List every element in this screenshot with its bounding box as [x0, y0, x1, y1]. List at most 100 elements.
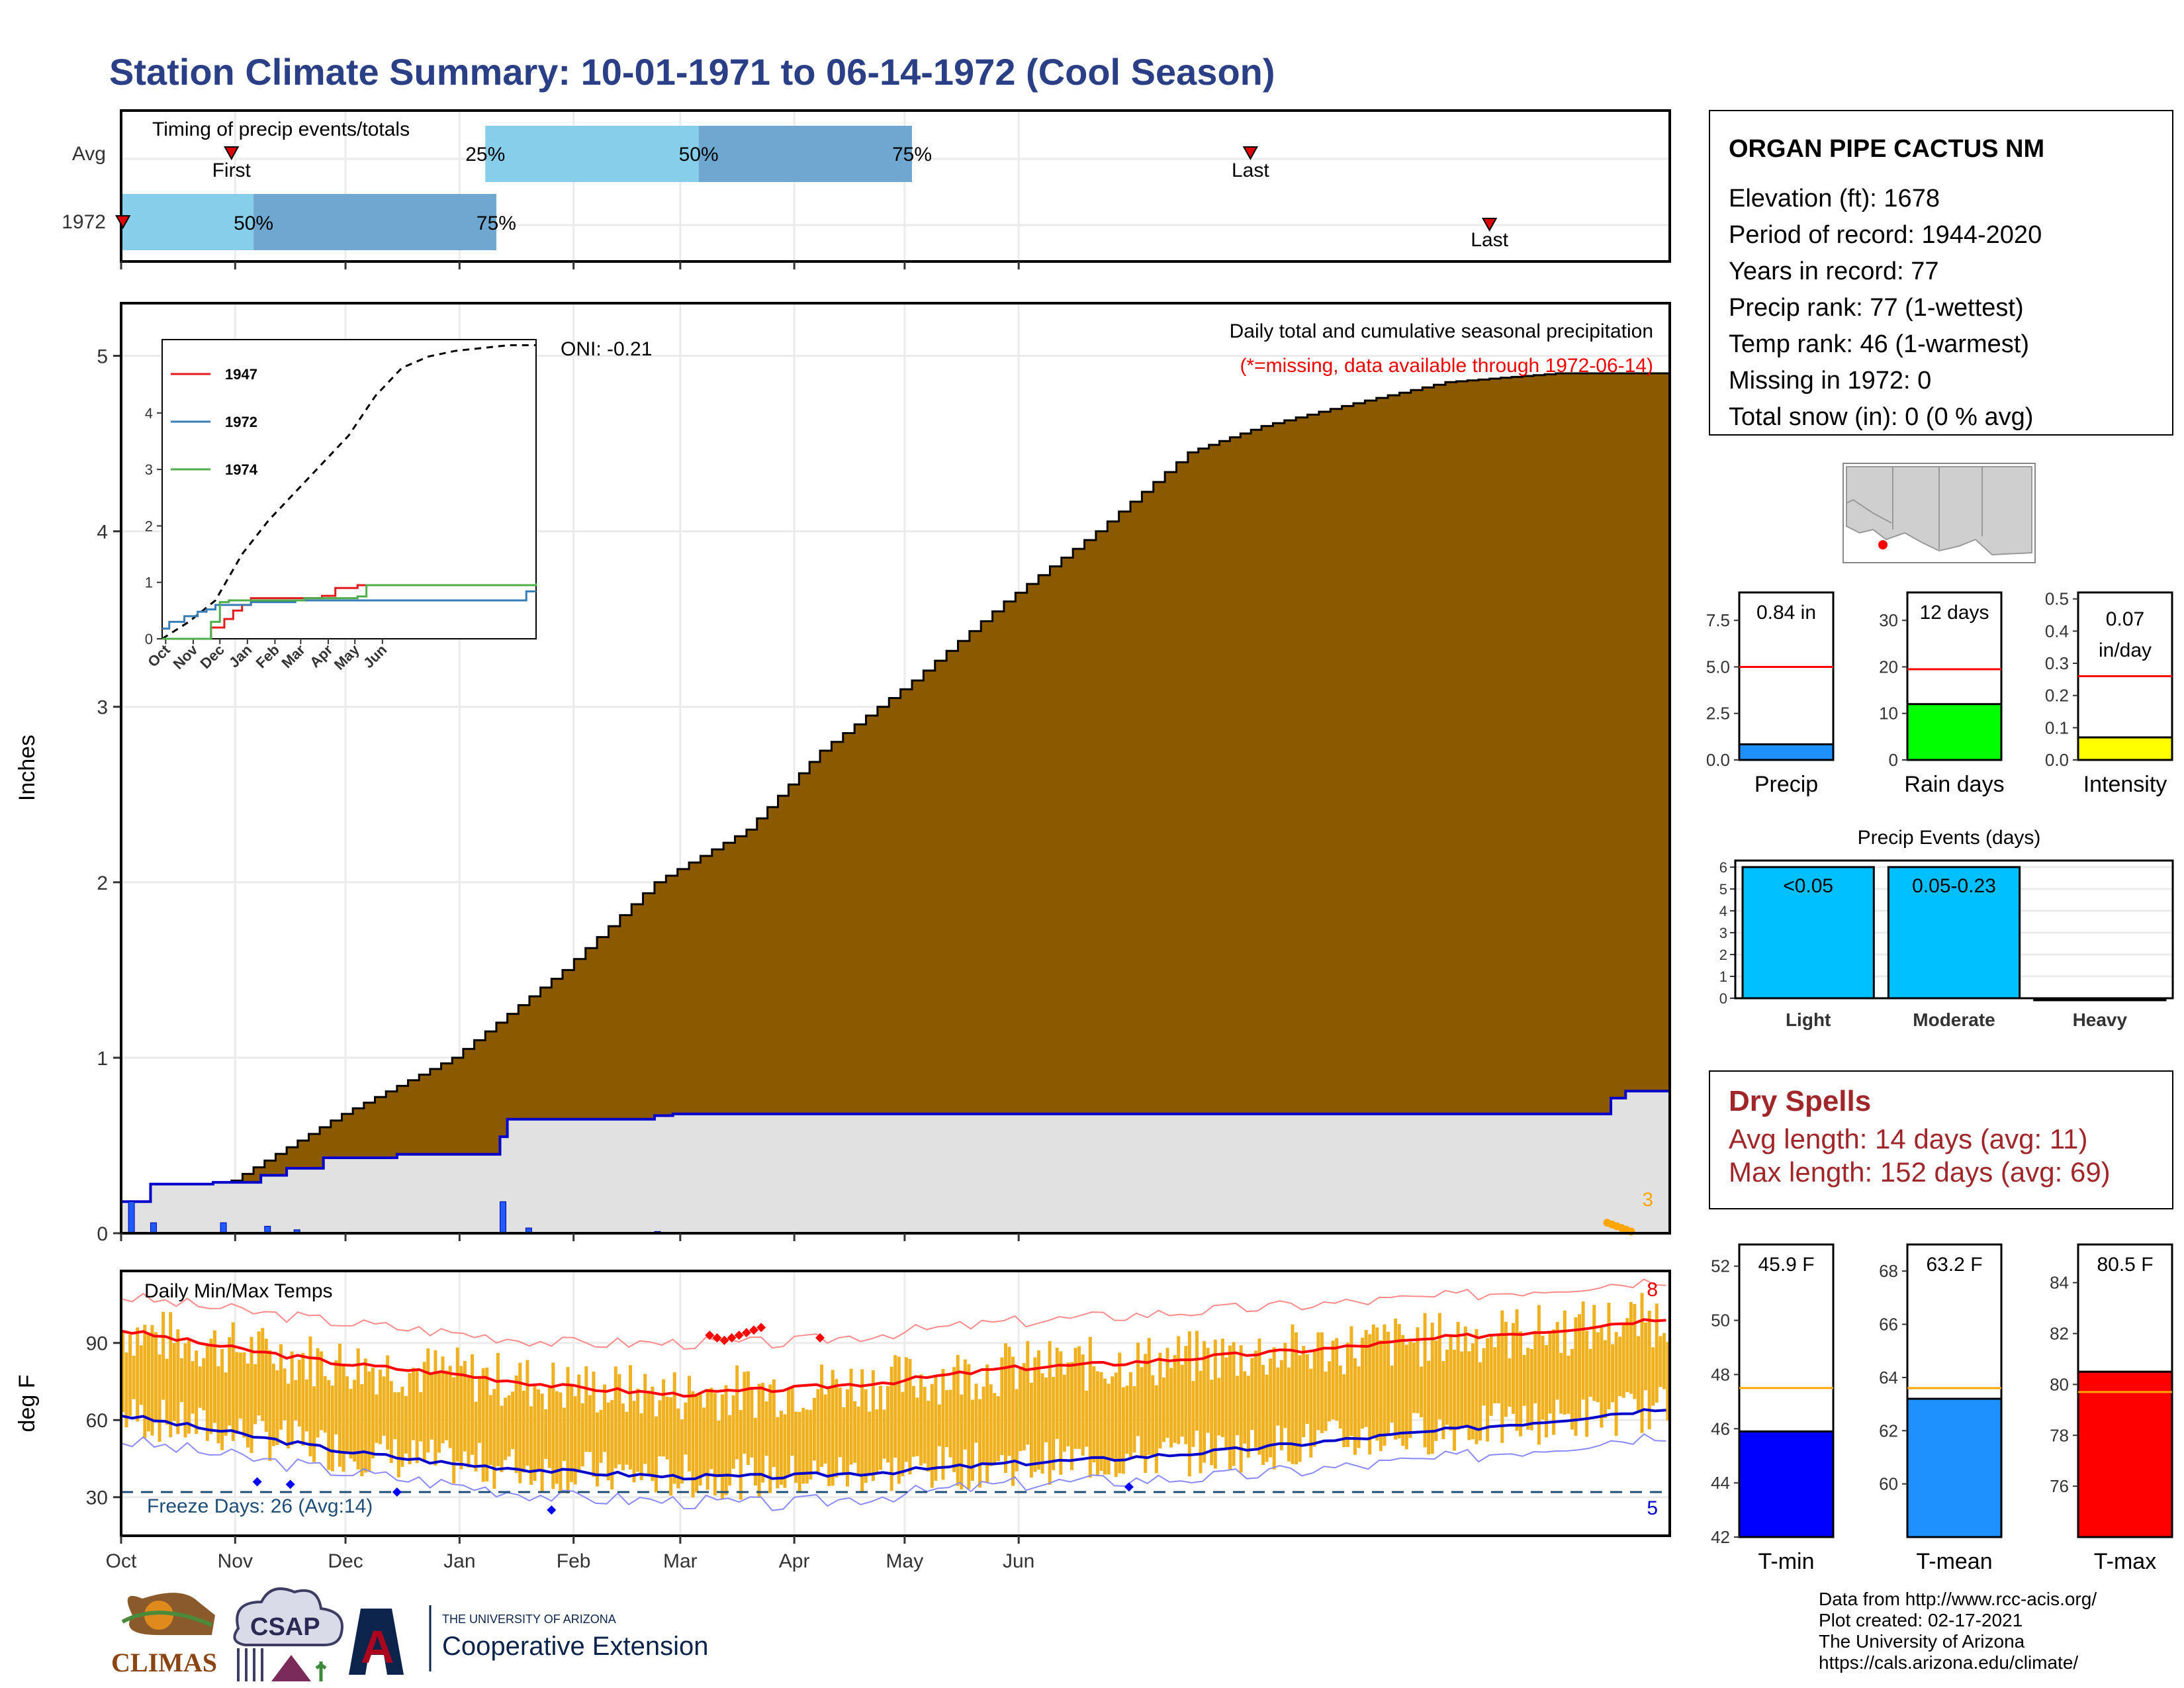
mini-intensity-y-tick-label: 0.2	[2045, 686, 2069, 706]
daily-temp-range-bar	[496, 1352, 500, 1466]
daily-temp-range-bar	[1015, 1389, 1019, 1472]
daily-temp-range-bar	[1511, 1323, 1515, 1414]
station-info-box: ORGAN PIPE CACTUS NM Elevation (ft): 167…	[1709, 110, 2173, 436]
month-tick-label: Mar	[663, 1550, 698, 1572]
daily-temp-range-bar	[588, 1395, 592, 1452]
daily-temp-range-bar	[974, 1383, 978, 1443]
temps-y-tick-label: 30	[86, 1487, 108, 1509]
daily-temp-range-bar	[658, 1400, 662, 1457]
record-low-marker-icon	[252, 1477, 262, 1487]
daily-temp-range-bar	[599, 1409, 603, 1463]
daily-temp-range-bar	[1187, 1331, 1191, 1477]
daily-temp-range-bar	[1140, 1367, 1144, 1457]
daily-temp-range-bar	[367, 1371, 371, 1472]
daily-temp-range-bar	[356, 1348, 360, 1470]
daily-temp-range-bar	[301, 1352, 305, 1446]
daily-temp-range-bar	[312, 1386, 316, 1462]
month-tick-label: Dec	[328, 1550, 363, 1572]
daily-temp-range-bar	[404, 1395, 408, 1454]
daily-temp-range-bar	[1401, 1335, 1405, 1446]
daily-temp-range-bar	[1000, 1357, 1004, 1456]
daily-temp-range-bar	[1596, 1332, 1600, 1403]
daily-temp-range-bar	[1062, 1374, 1066, 1452]
daily-temp-range-bar	[1118, 1352, 1122, 1474]
daily-temp-range-bar	[1210, 1380, 1214, 1466]
mini-intensity: 0.0 0.1 0.2 0.3 0.4 0.5 0.07 in/day Intensity	[2045, 589, 2173, 797]
missing-count: 3	[1642, 1189, 1653, 1211]
record-low-marker-icon	[547, 1505, 557, 1515]
daily-temp-range-bar	[948, 1389, 952, 1458]
precip-y-tick-label: 3	[97, 697, 108, 719]
daily-temp-range-bar	[1103, 1378, 1107, 1475]
daily-temp-range-bar	[257, 1331, 261, 1416]
station-elevation: Elevation (ft): 1678	[1729, 185, 1940, 212]
mini-intensity-value-bar	[2077, 736, 2173, 761]
daily-temp-range-bar	[805, 1409, 809, 1484]
daily-temp-range-bar	[1519, 1331, 1523, 1436]
daily-temp-range-bar	[216, 1366, 220, 1444]
daily-temp-range-bar	[816, 1389, 820, 1475]
avg-max-temp-line	[120, 1318, 1666, 1398]
mini-tmin-value-label: 45.9 F	[1758, 1254, 1814, 1276]
daily-temp-range-bar	[856, 1406, 860, 1476]
daily-temp-range-bar	[967, 1364, 971, 1489]
daily-temp-range-bar	[537, 1389, 541, 1470]
month-tick-label: Oct	[106, 1550, 137, 1572]
events-y-tick-label: 5	[1719, 881, 1727, 898]
csap-logo: CSAP	[233, 1587, 343, 1681]
month-tick-label: Nov	[218, 1550, 253, 1572]
daily-temp-range-bar	[1272, 1347, 1276, 1470]
mini-intensity-y-tick-label: 0.1	[2045, 718, 2069, 737]
events-y-tick-label: 1	[1719, 968, 1727, 985]
daily-temp-range-bar	[264, 1338, 268, 1432]
daily-temp-range-bar	[1408, 1342, 1412, 1438]
daily-temp-range-bar	[1328, 1361, 1332, 1422]
events-bar-label: 0.05-0.23	[1912, 875, 1996, 897]
inset-month-label: Mar	[279, 641, 309, 672]
daily-temp-range-bar	[555, 1391, 559, 1484]
year-75-label: 75%	[477, 212, 516, 234]
daily-temp-range-bar	[647, 1391, 651, 1474]
daily-precip-bar	[499, 1201, 506, 1234]
daily-temp-range-bar	[838, 1387, 842, 1458]
daily-temp-range-bar	[481, 1368, 485, 1482]
daily-temp-range-bar	[1261, 1364, 1265, 1465]
daily-temp-range-bar	[1647, 1311, 1651, 1430]
daily-temp-range-bar	[1441, 1361, 1445, 1440]
daily-temp-range-bar	[474, 1401, 478, 1472]
precip-y-tick-label: 1	[97, 1048, 108, 1070]
daily-temp-range-bar	[963, 1359, 967, 1450]
daily-temp-range-bar	[904, 1357, 908, 1462]
daily-temp-range-bar	[1232, 1342, 1236, 1466]
mini-intensity-value-label-1: 0.07	[2106, 608, 2144, 630]
daily-temp-range-bar	[853, 1401, 857, 1463]
daily-temp-range-bar	[250, 1336, 253, 1453]
daily-temp-range-bar	[559, 1392, 563, 1493]
station-temp-rank: Temp rank: 46 (1-warmest)	[1729, 330, 2029, 358]
mini-tmin-y-tick-label: 44	[1711, 1473, 1730, 1493]
daily-temp-range-bar	[1095, 1371, 1099, 1476]
daily-temp-range-bar	[842, 1407, 846, 1474]
daily-temp-range-bar	[1387, 1331, 1390, 1434]
page-title: Station Climate Summary: 10-01-1971 to 0…	[109, 51, 1275, 93]
events-bar-light	[1741, 866, 1875, 1000]
daily-temp-range-bar	[1581, 1301, 1585, 1400]
daily-temp-range-bar	[396, 1392, 400, 1477]
inset-series-1972-line	[162, 590, 536, 630]
daily-temp-range-bar	[1607, 1303, 1611, 1409]
daily-temp-range-bar	[1291, 1324, 1295, 1464]
daily-temp-range-bar	[1412, 1342, 1416, 1413]
daily-temp-range-bar	[488, 1395, 492, 1466]
daily-temp-range-bar	[345, 1376, 349, 1452]
daily-temp-range-bar	[1437, 1313, 1441, 1419]
inset-month-label: Jun	[360, 641, 390, 671]
daily-temp-range-bar	[1036, 1350, 1040, 1470]
locator-map	[1843, 463, 2036, 563]
daily-temp-range-bar	[1353, 1358, 1357, 1455]
daily-temp-range-bar	[1279, 1360, 1283, 1450]
year-last-label: Last	[1471, 229, 1508, 251]
station-years: Years in record: 77	[1729, 258, 1939, 285]
daily-temp-range-bar	[1019, 1368, 1023, 1452]
daily-temp-range-bar	[610, 1400, 614, 1490]
daily-temp-range-bar	[1066, 1362, 1070, 1446]
